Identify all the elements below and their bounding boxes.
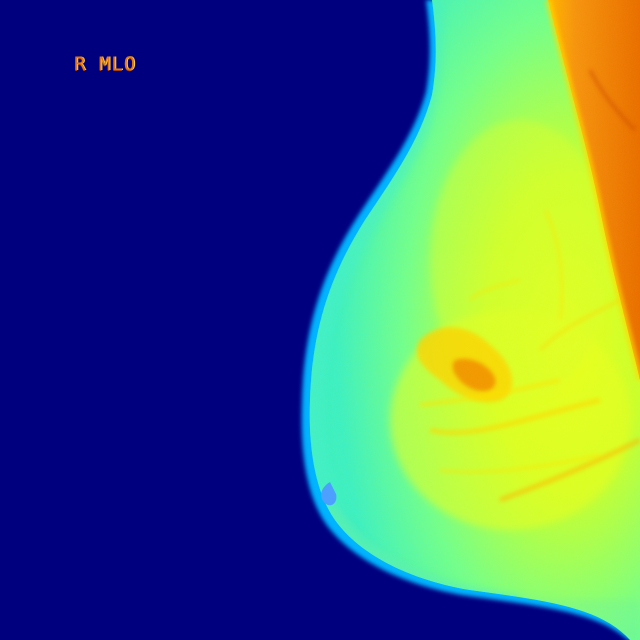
- view-label: R MLO: [74, 53, 137, 75]
- nipple: [321, 482, 337, 506]
